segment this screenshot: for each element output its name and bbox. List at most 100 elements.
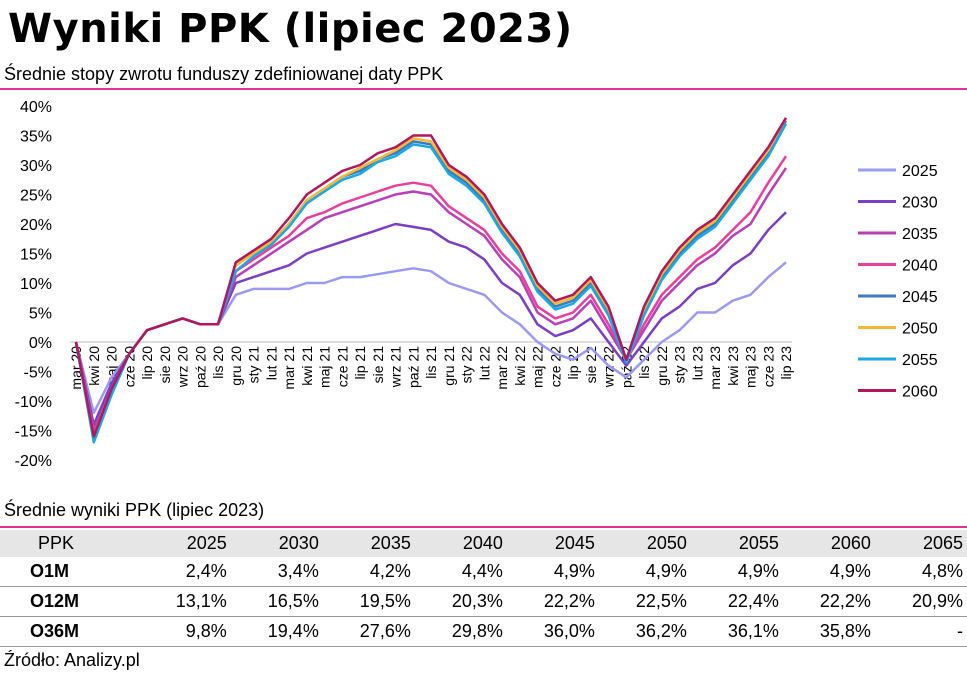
legend-label-2050: 2050 — [902, 321, 938, 338]
table-cell: 4,9% — [598, 557, 691, 587]
x-tick-label: gru 20 — [228, 346, 244, 386]
x-tick-label: kwi 20 — [86, 346, 102, 386]
x-tick-label: sty 23 — [672, 346, 688, 384]
table-cell: 22,5% — [598, 586, 691, 617]
table-header-row: PPK 2025 2030 2035 2040 2045 2050 2055 2… — [0, 530, 967, 557]
results-table: PPK 2025 2030 2035 2040 2045 2050 2055 2… — [0, 530, 967, 647]
header-2050: 2050 — [598, 530, 691, 557]
table-cell: 16,5% — [230, 586, 323, 617]
legend-label-2055: 2055 — [902, 352, 938, 369]
x-tick-label: kwi 22 — [512, 346, 528, 386]
table-cell: 27,6% — [322, 616, 415, 647]
x-tick-label: lis 21 — [423, 346, 439, 379]
y-tick-label: 30% — [20, 158, 52, 175]
table-divider — [0, 526, 967, 528]
y-tick-label: 0% — [29, 335, 52, 352]
y-tick-label: -15% — [15, 424, 52, 441]
table-cell: 22,2% — [782, 586, 875, 617]
x-tick-label: cze 20 — [121, 346, 137, 387]
table-cell: - — [874, 616, 967, 647]
series-line-2040 — [74, 155, 788, 435]
y-tick-label: 20% — [20, 217, 52, 234]
chart-legend: 2025 2030 2035 2040 2045 2050 2055 2060 — [858, 163, 938, 401]
table-cell: 4,2% — [322, 557, 415, 587]
x-tick-label: lis 20 — [210, 346, 226, 379]
x-tick-label: lip 22 — [565, 346, 581, 380]
page-title: Wyniki PPK (lipiec 2023) — [8, 6, 573, 52]
x-tick-label: paź 21 — [405, 346, 421, 388]
table-cell: 9,8% — [138, 616, 231, 647]
header-2045: 2045 — [506, 530, 599, 557]
x-tick-label: lut 21 — [263, 346, 279, 380]
chart-subtitle: Średnie stopy zwrotu funduszy zdefiniowa… — [4, 64, 444, 84]
x-tick-label: mar 22 — [494, 346, 510, 390]
header-2035: 2035 — [322, 530, 415, 557]
series-line-2035 — [74, 167, 788, 432]
y-tick-label: 15% — [20, 247, 52, 264]
x-tick-label: kwi 21 — [299, 346, 315, 386]
table-cell: 36,0% — [506, 616, 599, 647]
legend-label-2060: 2060 — [902, 384, 938, 401]
x-tick-label: gru 22 — [654, 346, 670, 386]
x-tick-label: lut 22 — [476, 346, 492, 380]
header-2025: 2025 — [138, 530, 231, 557]
table-cell: 29,8% — [414, 616, 507, 647]
legend-label-2045: 2045 — [902, 289, 938, 306]
table-cell: 4,4% — [414, 557, 507, 587]
table-cell: 4,9% — [506, 557, 599, 587]
table-cell: 13,1% — [138, 586, 231, 617]
x-tick-label: lip 20 — [139, 346, 155, 380]
x-tick-label: kwi 23 — [725, 346, 741, 386]
x-tick-label: sie 20 — [157, 346, 173, 384]
table-cell: 22,2% — [506, 586, 599, 617]
y-tick-label: 10% — [20, 276, 52, 293]
table-cell: 35,8% — [782, 616, 875, 647]
table-row-o36m: O36M 9,8% 19,4% 27,6% 29,8% 36,0% 36,2% … — [0, 616, 967, 647]
y-tick-label: -10% — [15, 394, 52, 411]
table-cell: 3,4% — [230, 557, 323, 587]
x-axis: mar 20 kwi 20 maj 20 cze 20 lip 20 sie 20 wrz … — [68, 341, 794, 390]
legend-label-2030: 2030 — [902, 195, 938, 212]
table-cell: 19,4% — [230, 616, 323, 647]
table-cell: 19,5% — [322, 586, 415, 617]
y-tick-label: 40% — [20, 99, 52, 116]
row-label: O36M — [0, 616, 139, 647]
x-tick-label: sie 22 — [583, 346, 599, 384]
y-tick-label: 25% — [20, 188, 52, 205]
x-tick-label: cze 21 — [334, 346, 350, 387]
legend-label-2040: 2040 — [902, 258, 938, 275]
y-tick-label: 5% — [29, 306, 52, 323]
legend-label-2035: 2035 — [902, 226, 938, 243]
table-cell: 4,8% — [874, 557, 967, 587]
x-tick-label: mar 21 — [281, 346, 297, 390]
x-tick-label: sie 21 — [370, 346, 386, 384]
table-cell: 36,2% — [598, 616, 691, 647]
x-tick-label: sty 21 — [246, 346, 262, 384]
header-2040: 2040 — [414, 530, 507, 557]
series-line-2025 — [74, 261, 787, 415]
x-tick-label: cze 22 — [547, 346, 563, 387]
legend-label-2025: 2025 — [902, 163, 938, 180]
x-tick-label: lip 23 — [778, 346, 794, 380]
header-2065: 2065 — [874, 530, 967, 557]
y-tick-label: 35% — [20, 129, 52, 146]
table-cell: 36,1% — [690, 616, 783, 647]
table-caption: Średnie wyniki PPK (lipiec 2023) — [4, 500, 265, 520]
x-tick-label: wrz 20 — [175, 346, 191, 388]
header-ppk: PPK — [0, 530, 139, 557]
header-2060: 2060 — [782, 530, 875, 557]
table-cell: 20,3% — [414, 586, 507, 617]
row-label: O1M — [0, 557, 139, 587]
x-tick-label: gru 21 — [441, 346, 457, 386]
table-row-o12m: O12M 13,1% 16,5% 19,5% 20,3% 22,2% 22,5%… — [0, 586, 967, 617]
x-tick-label: lip 21 — [352, 346, 368, 380]
table-cell: 2,4% — [138, 557, 231, 587]
y-tick-label: -20% — [15, 453, 52, 470]
x-tick-label: lut 23 — [689, 346, 705, 380]
y-axis: -20% -15% -10% -5% 0% 5% 10% 15% 20% 25% 30% 35% 40% — [15, 99, 52, 470]
x-tick-label: mar 23 — [707, 346, 723, 390]
x-tick-label: maj 21 — [317, 346, 333, 388]
row-label: O12M — [0, 586, 139, 617]
x-tick-label: maj 23 — [743, 346, 759, 388]
table-row-o1m: O1M 2,4% 3,4% 4,2% 4,4% 4,9% 4,9% 4,9% 4… — [0, 557, 967, 587]
